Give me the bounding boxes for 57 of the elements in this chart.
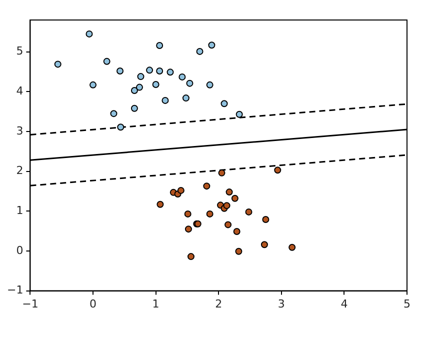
point [184, 226, 192, 233]
x-tick-label: 5 [404, 297, 410, 310]
point [233, 228, 240, 235]
point [223, 202, 230, 210]
point [186, 80, 194, 87]
y-tick-label: 5 [16, 44, 24, 58]
point [117, 124, 124, 131]
x-tick-label: 2 [215, 297, 222, 310]
point [288, 244, 296, 251]
point [224, 221, 232, 228]
y-tick-label: 2 [16, 164, 24, 178]
x-tick-label: 1 [152, 297, 160, 310]
point [274, 166, 282, 174]
y-tick-label: −1 [6, 284, 24, 297]
point [166, 68, 174, 76]
point [208, 42, 216, 49]
point [203, 182, 210, 190]
point [130, 86, 138, 94]
point [196, 48, 204, 55]
point [206, 210, 214, 218]
x-tick-label: 4 [340, 297, 348, 310]
point [226, 188, 233, 196]
point [86, 30, 93, 38]
y-tick-label: 0 [16, 244, 24, 257]
point [178, 73, 186, 80]
point [54, 60, 62, 68]
point [130, 104, 138, 112]
point [231, 194, 238, 202]
point [187, 253, 194, 260]
x-tick-label: 0 [90, 297, 97, 310]
point [218, 169, 226, 176]
point [182, 94, 190, 102]
point [146, 66, 154, 74]
point [136, 84, 143, 91]
point [262, 216, 270, 224]
x-tick-label: 3 [278, 297, 285, 310]
y-tick-label: 1 [16, 204, 24, 218]
point [235, 248, 242, 255]
point [245, 208, 252, 216]
point [156, 42, 164, 49]
point [236, 110, 243, 118]
point [110, 110, 118, 118]
point [90, 81, 97, 88]
point [116, 67, 124, 74]
point [156, 200, 164, 208]
point [220, 100, 228, 108]
point [260, 241, 268, 248]
y-tick-label: 3 [16, 124, 24, 138]
point [152, 81, 160, 88]
point [137, 73, 144, 80]
point [156, 67, 164, 74]
point [206, 81, 214, 88]
y-tick-label: 4 [16, 84, 24, 98]
point [162, 96, 169, 104]
point [103, 58, 110, 65]
point [184, 210, 192, 218]
point [177, 186, 184, 194]
